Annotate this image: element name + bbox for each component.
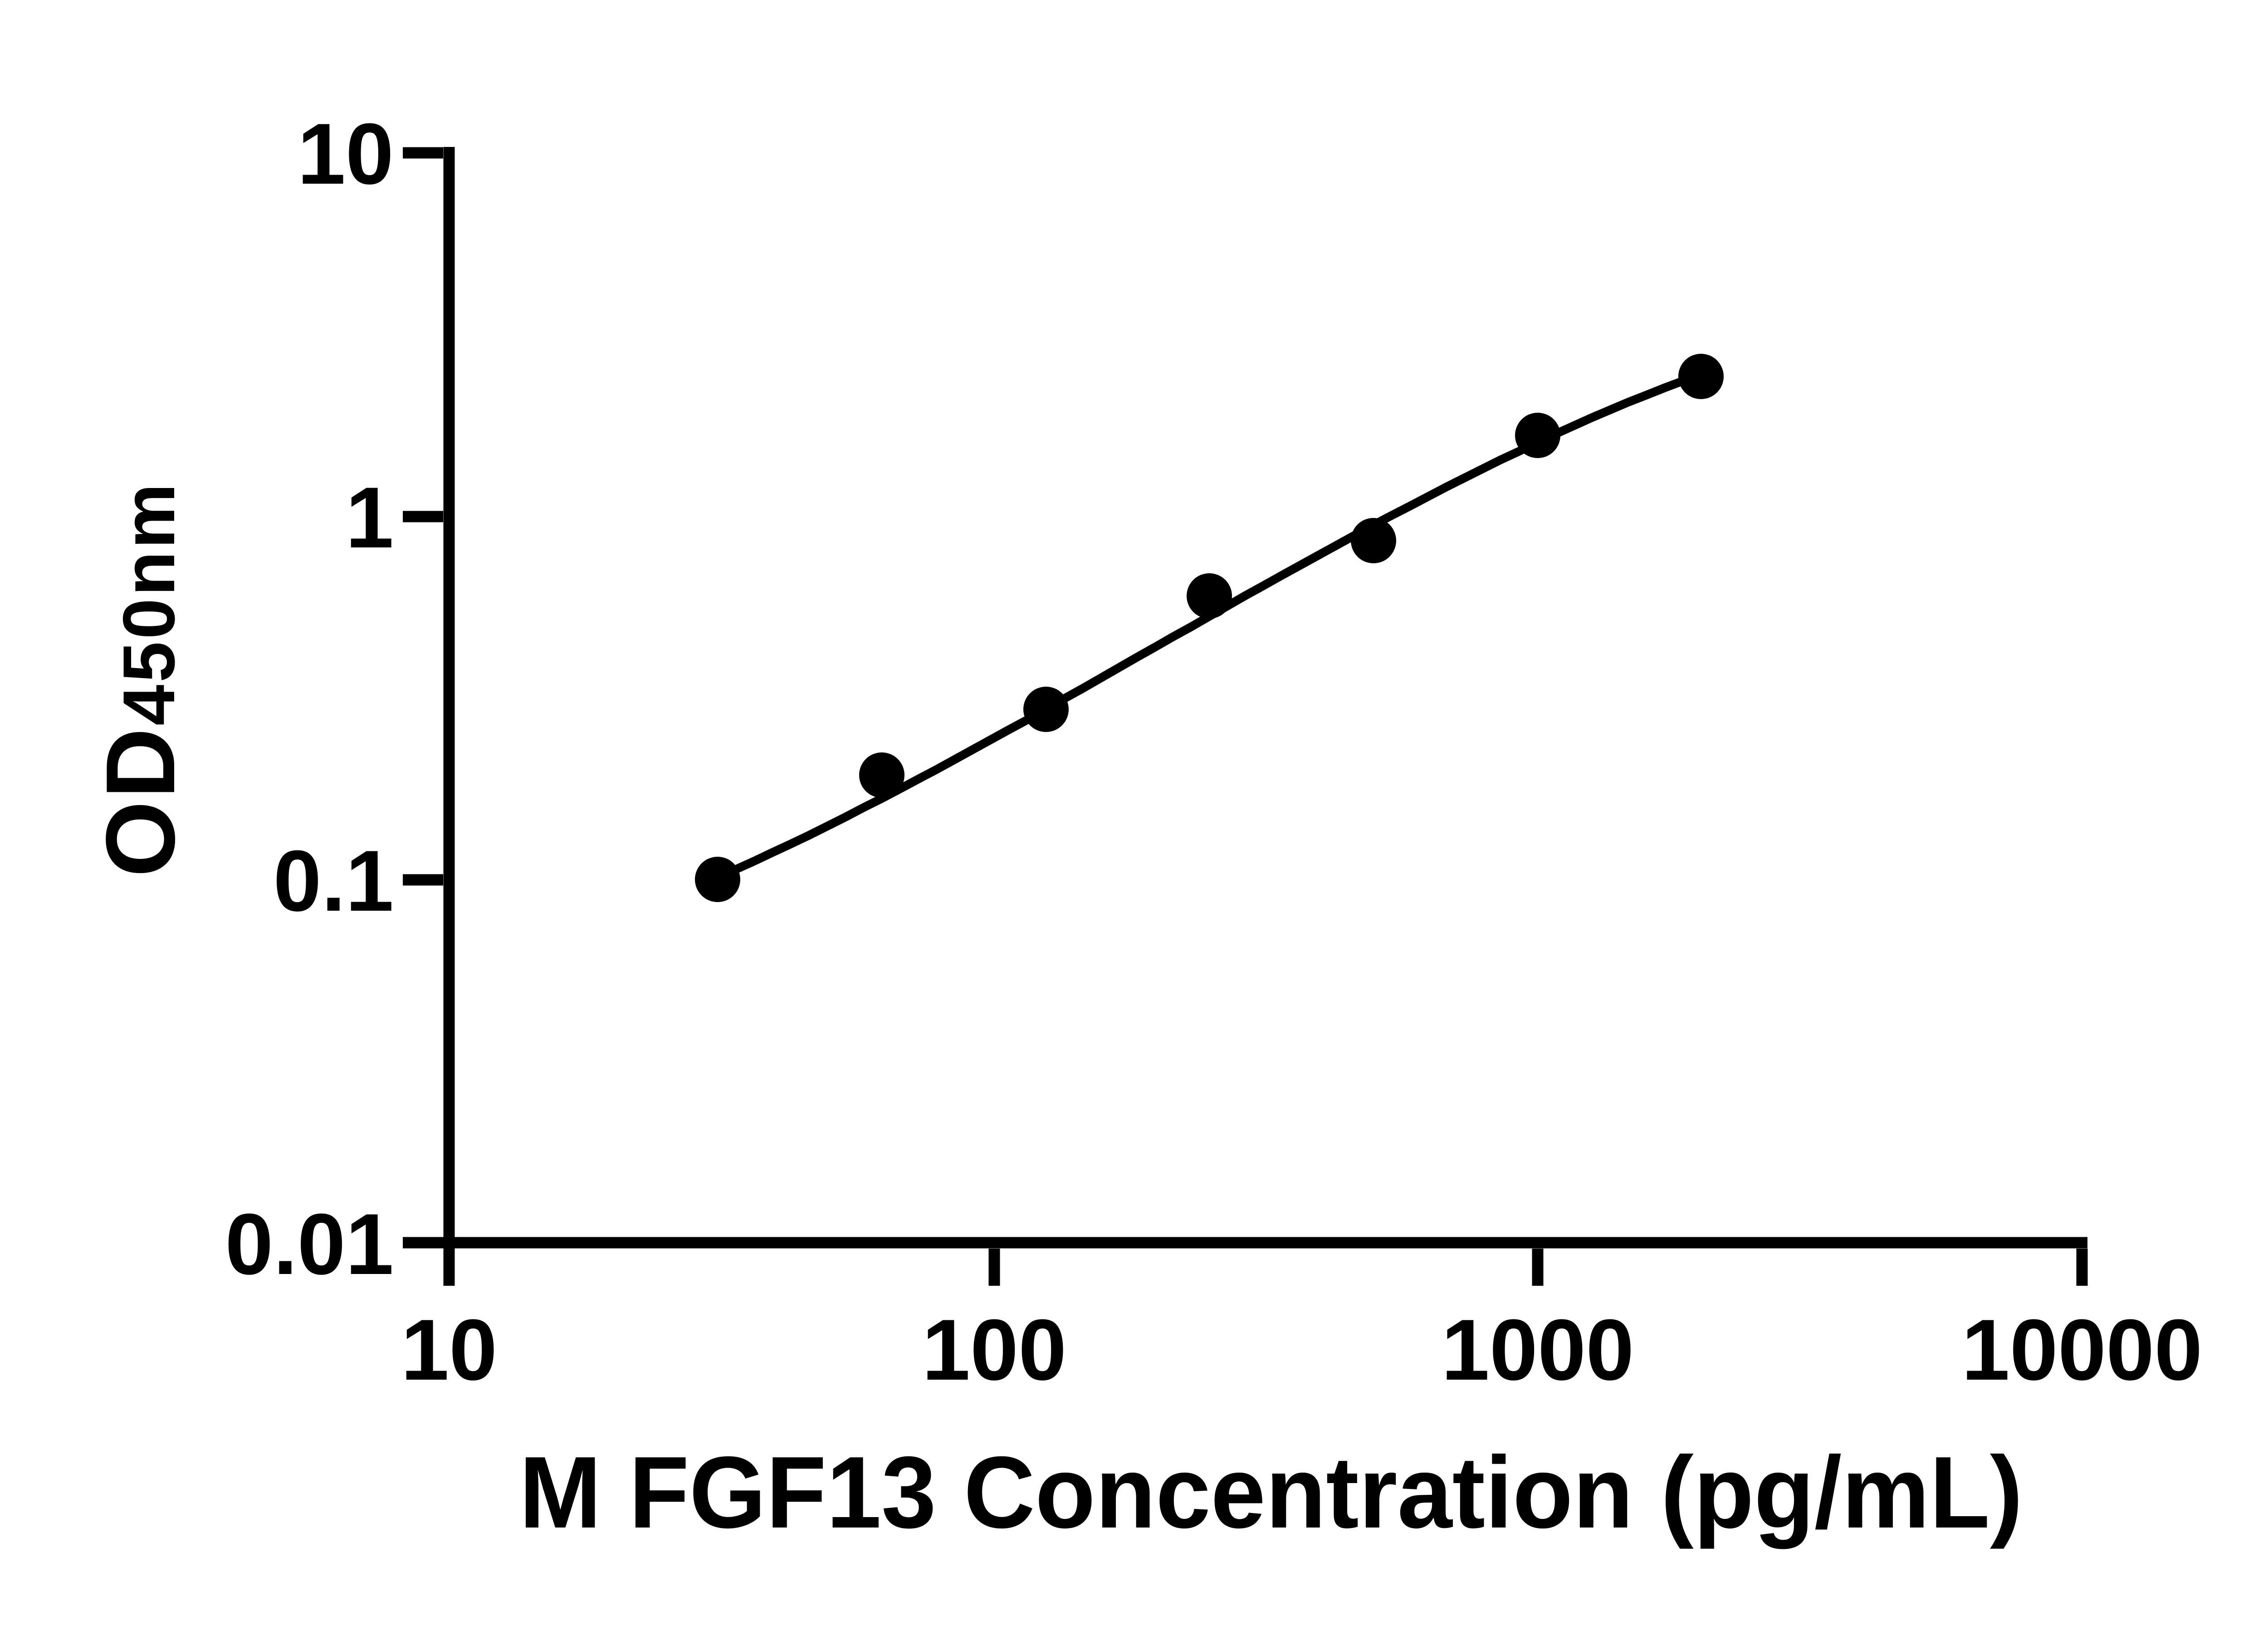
- svg-text:1000: 1000: [1442, 1302, 1634, 1398]
- svg-text:10: 10: [298, 106, 394, 202]
- svg-text:0.01: 0.01: [225, 1196, 394, 1293]
- svg-text:10: 10: [401, 1302, 497, 1398]
- svg-text:OD450nm: OD450nm: [85, 483, 195, 877]
- svg-text:0.1: 0.1: [273, 833, 394, 929]
- svg-text:1: 1: [346, 469, 394, 566]
- svg-text:10000: 10000: [1961, 1302, 2202, 1398]
- svg-text:100: 100: [922, 1302, 1067, 1398]
- svg-text:M FGF13 Concentration (pg/mL): M FGF13 Concentration (pg/mL): [519, 1435, 2023, 1549]
